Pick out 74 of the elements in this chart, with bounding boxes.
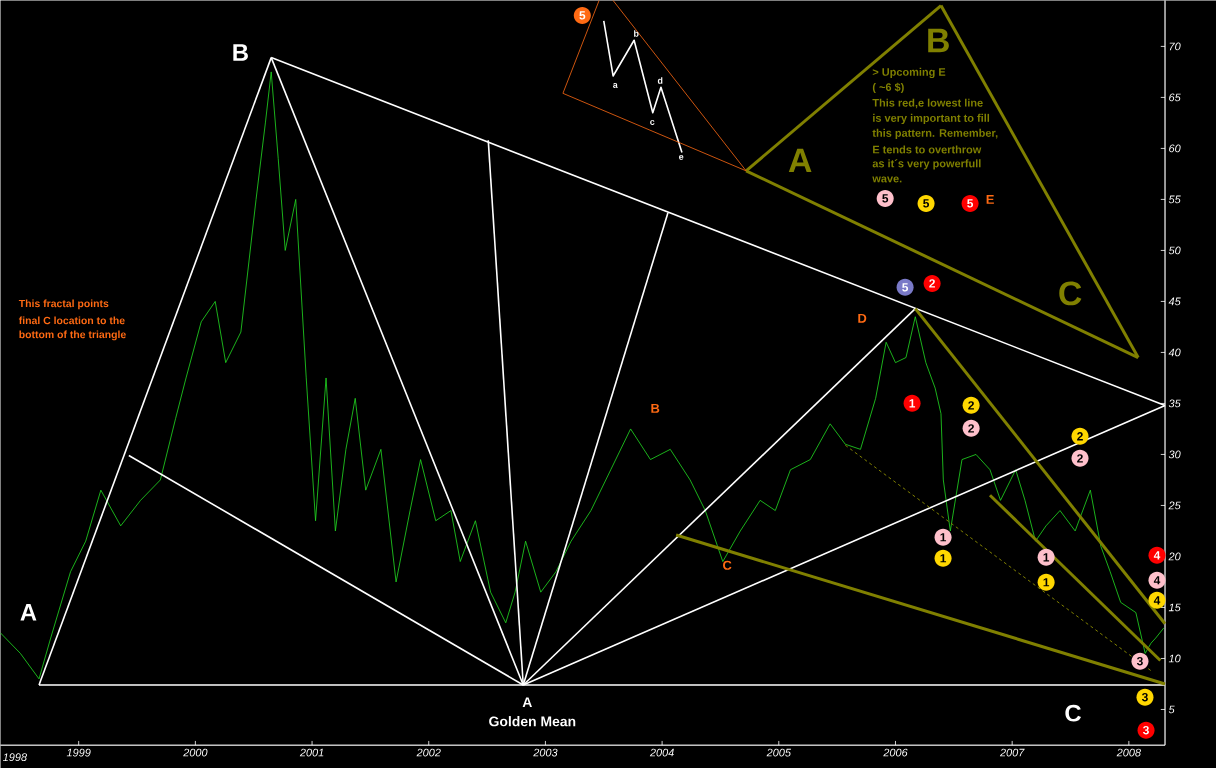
annotation: 4 xyxy=(1153,551,1161,560)
y-tick-label: 60 xyxy=(1169,144,1181,153)
y-tick-label: 20 xyxy=(1168,552,1181,561)
annotation: B xyxy=(928,28,949,53)
annotation: d xyxy=(657,77,663,84)
annotation: a xyxy=(613,82,618,88)
annotation: 2 xyxy=(968,401,974,410)
annotation: wave. xyxy=(872,176,902,183)
y-tick-label: 5 xyxy=(1168,705,1175,714)
y-tick-label: 45 xyxy=(1168,297,1181,306)
y-tick-label: 65 xyxy=(1169,93,1181,102)
y-tick-label: 40 xyxy=(1168,348,1181,357)
annotation: as it´s very powerfull xyxy=(872,159,981,170)
y-tick-label: 15 xyxy=(1168,603,1181,612)
annotation: C xyxy=(1065,704,1081,722)
y-tick-label: 50 xyxy=(1168,246,1181,255)
annotation: 4 xyxy=(1153,596,1161,605)
annotation: B xyxy=(651,403,660,413)
annotation: 1 xyxy=(1043,553,1050,562)
x-tick-label: 2007 xyxy=(999,748,1025,757)
x-tick-label: 2001 xyxy=(299,748,324,757)
y-tick-label: 10 xyxy=(1168,654,1181,663)
annotation: 5 xyxy=(882,194,889,203)
annotation: 1 xyxy=(940,533,947,542)
x-tick-label: 1999 xyxy=(66,748,91,757)
annotation: 3 xyxy=(1141,692,1148,702)
x-tick-label: 2000 xyxy=(183,748,208,757)
x-tick-label: 2003 xyxy=(533,748,558,757)
y-tick-label: 25 xyxy=(1168,501,1181,510)
annotation: A xyxy=(522,697,532,707)
annotation: D xyxy=(858,313,867,323)
annotation: 5 xyxy=(967,199,974,208)
annotation: 5 xyxy=(579,11,586,20)
annotation: B xyxy=(233,44,248,61)
annotation: E tends to overthrow xyxy=(873,145,982,154)
annotation: 1 xyxy=(940,554,947,563)
annotation: 5 xyxy=(902,283,909,292)
annotation: A xyxy=(20,603,37,621)
annotation: final C location to the xyxy=(18,316,125,325)
annotation: 2 xyxy=(929,279,935,288)
x-tick-label: 2002 xyxy=(416,748,441,757)
annotation: is very important to fill xyxy=(873,113,990,124)
text: 1998 xyxy=(2,753,27,761)
annotation: 1 xyxy=(1043,578,1050,587)
annotation: 3 xyxy=(1143,725,1149,735)
annotation: This red,e lowest line xyxy=(872,98,983,109)
annotation: e xyxy=(679,154,684,160)
annotation: 2 xyxy=(1077,432,1083,441)
annotation: This fractal points xyxy=(18,299,109,310)
annotation: E xyxy=(986,194,994,204)
annotation: 5 xyxy=(923,199,930,208)
annotation: 4 xyxy=(1153,576,1161,585)
annotation: Golden Mean xyxy=(489,716,576,727)
annotation: bottom of the triangle xyxy=(19,330,126,341)
annotation: 2 xyxy=(968,424,974,433)
annotation: b xyxy=(634,30,639,37)
y-tick-label: 30 xyxy=(1168,450,1181,459)
annotation: 2 xyxy=(1077,454,1083,463)
annotation: C xyxy=(1059,281,1082,306)
y-tick-label: 55 xyxy=(1168,195,1181,204)
annotation: 1 xyxy=(909,399,916,408)
annotation: 3 xyxy=(1136,656,1143,666)
annotation: c xyxy=(650,119,655,125)
y-tick-label: 70 xyxy=(1169,42,1181,51)
annotation: > Upcoming E xyxy=(872,67,946,79)
x-tick-label: 2006 xyxy=(883,748,908,757)
x-tick-label: 2008 xyxy=(1116,748,1141,757)
annotation: C xyxy=(723,560,732,570)
x-tick-label: 2005 xyxy=(766,748,791,757)
x-tick-label: 2004 xyxy=(649,748,674,757)
y-tick-label: 35 xyxy=(1168,399,1181,408)
annotation: A xyxy=(788,148,812,173)
annotation: ( ~6 $) xyxy=(872,82,904,94)
annotation: this pattern. Remember, xyxy=(872,128,998,139)
